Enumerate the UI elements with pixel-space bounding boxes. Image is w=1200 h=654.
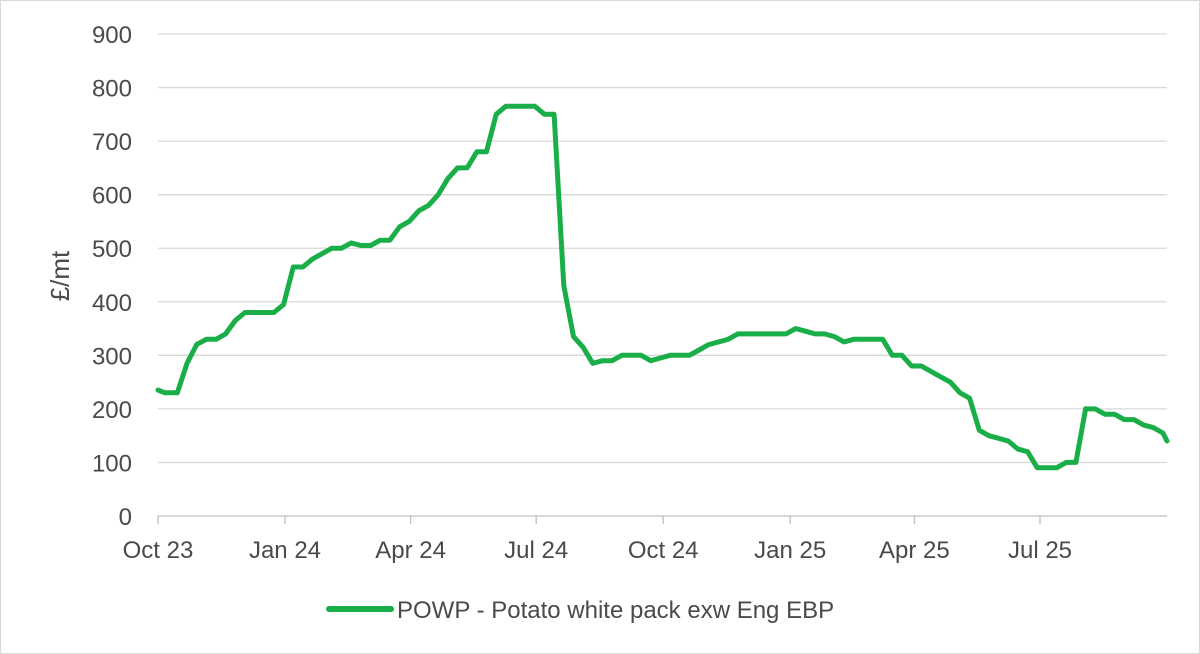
y-tick-label-800: 800 bbox=[92, 76, 132, 103]
x-tick-label-1: Jan 24 bbox=[249, 537, 321, 564]
y-tick-label-300: 300 bbox=[92, 343, 132, 370]
x-tick-label-7: Jul 25 bbox=[1008, 537, 1072, 564]
y-tick-label-600: 600 bbox=[92, 183, 132, 210]
x-tick-label-0: Oct 23 bbox=[123, 537, 194, 564]
x-tick-label-4: Oct 24 bbox=[628, 537, 699, 564]
x-tick-label-6: Apr 25 bbox=[879, 537, 950, 564]
y-tick-label-700: 700 bbox=[92, 129, 132, 156]
y-tick-label-900: 900 bbox=[92, 22, 132, 49]
series-lines bbox=[155, 103, 1170, 471]
y-tick-label-500: 500 bbox=[92, 236, 132, 263]
x-tick-label-2: Apr 24 bbox=[375, 537, 446, 564]
x-axis: Oct 23 Jan 24 Apr 24 Jul 24 Oct 24 Jan 25 Apr … bbox=[123, 515, 1167, 564]
legend-label: POWP - Potato white pack exw Eng EBP bbox=[397, 597, 834, 624]
x-tick-label-3: Jul 24 bbox=[504, 537, 568, 564]
y-axis-title: £/mt bbox=[45, 250, 75, 301]
gridlines bbox=[158, 33, 1167, 464]
y-tick-label-400: 400 bbox=[92, 290, 132, 317]
y-tick-label-0: 0 bbox=[119, 504, 132, 531]
y-tick-label-100: 100 bbox=[92, 450, 132, 477]
legend: POWP - Potato white pack exw Eng EBP bbox=[326, 597, 834, 624]
y-tick-label-200: 200 bbox=[92, 397, 132, 424]
x-tick-label-5: Jan 25 bbox=[754, 537, 826, 564]
series-line-0 bbox=[155, 103, 1170, 471]
y-axis-tick-labels: 0 100 200 300 400 500 600 700 800 900 bbox=[92, 22, 132, 531]
